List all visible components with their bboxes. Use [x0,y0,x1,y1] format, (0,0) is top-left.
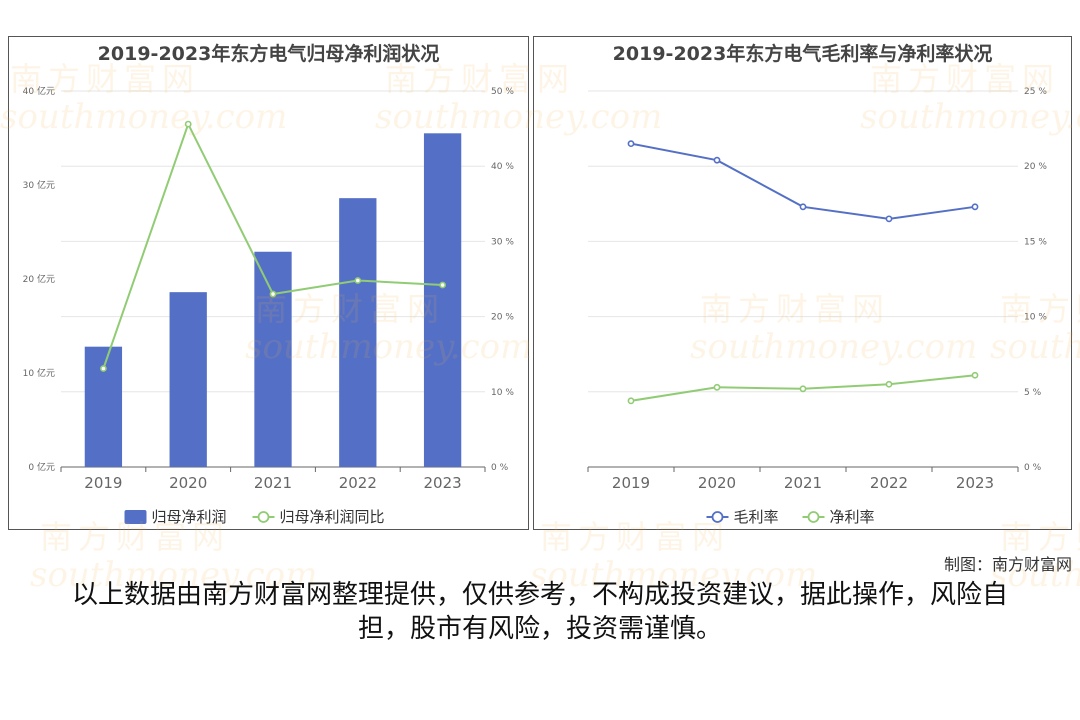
bar [423,133,462,468]
line-point [971,371,979,379]
legend-line-marker [711,511,724,523]
line-point [799,203,807,211]
chart-credit: 制图：南方财富网 [943,555,1072,574]
y-tick-label-right: 40 % [491,162,514,172]
line-point [627,140,635,148]
y-tick-label-right: 20 % [491,313,514,323]
legend-line-marker [257,511,270,523]
line-point [713,383,721,391]
line-point [799,385,807,393]
net-profit-chart: 2019-2023年东方电气归母净利润状况 0 % 10 % 20 % 30 % 40 %… [23,42,515,526]
y-tick-label-right: 20 % [1024,162,1047,172]
x-tick-label: 2023 [424,474,462,492]
x-tick-label: 2021 [784,474,822,492]
y-tick-label-left: 30 亿元 [23,179,55,191]
y-tick-label-left: 10 亿元 [23,367,55,379]
line-point [627,397,635,405]
y-tick-label-left: 20 亿元 [23,273,55,285]
y-tick-label-right: 10 % [1024,313,1047,323]
line-point [885,380,893,388]
bar [84,346,123,467]
legend-label: 归母净利润 [152,508,227,526]
y-tick-label-left: 40 亿元 [23,85,55,97]
legend-label: 净利率 [830,508,875,526]
y-tick-label-right: 0 % [1024,463,1042,473]
x-tick-label: 2022 [870,474,908,492]
y-tick-label-right: 15 % [1024,237,1047,247]
bar [339,198,377,467]
line-point [971,203,979,211]
x-tick-label: 2020 [698,474,736,492]
line-point [439,281,446,289]
line-point [269,290,277,298]
chart-title: 2019-2023年东方电气归母净利润状况 [98,42,440,65]
y-tick-label-right: 10 % [491,388,514,398]
line-point [100,365,107,372]
y-tick-label-right: 50 % [491,87,514,97]
bar [169,292,207,467]
disclaimer-text: 以上数据由南方财富网整理提供，仅供参考，不构成投资建议，据此操作，风险自担，股市… [71,580,1008,644]
margin-chart: 2019-2023年东方电气毛利率与净利率状况 0 % 5 % 10 % 15 % 20 … [587,42,1047,526]
x-tick-label: 2019 [84,474,122,492]
y-tick-label-right: 25 % [1024,87,1047,97]
x-tick-label: 2019 [612,474,650,492]
y-tick-label-right: 5 % [1024,388,1042,398]
line-point [713,156,721,164]
y-tick-label-right: 30 % [491,237,514,247]
legend-line-marker [807,511,820,523]
chart-panel-margins: 2019-2023年东方电气毛利率与净利率状况 0 % 5 % 10 % 15 % 20 … [533,36,1072,530]
legend-label: 毛利率 [734,508,779,526]
x-tick-label: 2023 [956,474,994,492]
line-point [354,277,362,284]
legend-bar-swatch [124,510,147,524]
chart-title: 2019-2023年东方电气毛利率与净利率状况 [613,42,993,65]
y-tick-label-left: 0 亿元 [28,461,55,473]
x-tick-label: 2020 [169,474,207,492]
legend-label: 归母净利润同比 [280,508,385,526]
x-tick-label: 2021 [254,474,292,492]
bar [254,251,292,467]
x-tick-label: 2022 [339,474,377,492]
line-point [184,120,192,128]
chart-panel-net-profit: 2019-2023年东方电气归母净利润状况 0 % 10 % 20 % 30 % 40 %… [8,36,529,530]
line-point [885,215,893,223]
y-tick-label-right: 0 % [491,463,509,473]
